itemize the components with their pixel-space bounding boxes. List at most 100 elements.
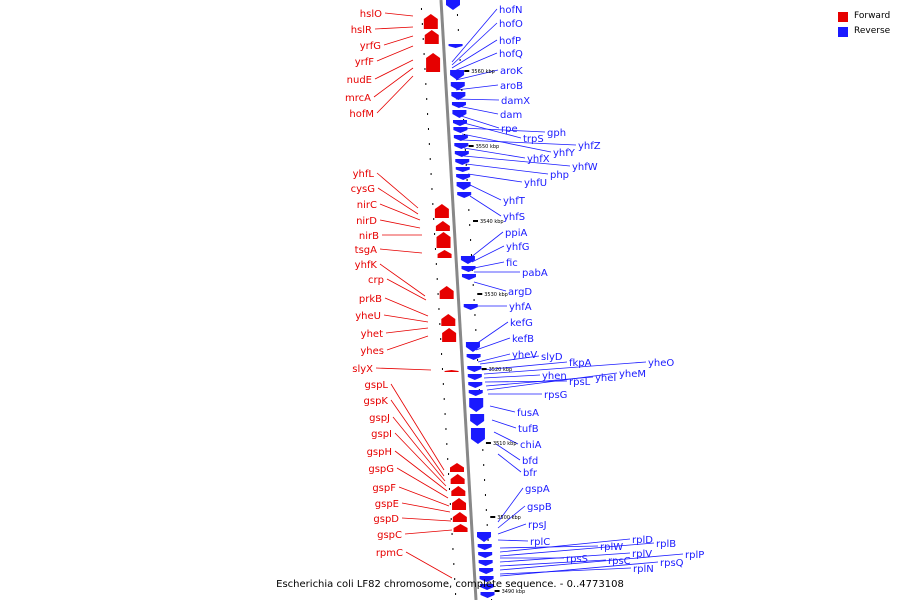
forward-gene-block xyxy=(451,486,466,496)
gene-label-rplW: rplW xyxy=(600,542,623,553)
gene-label-yheV: yheV xyxy=(512,350,537,361)
reverse-gene-block xyxy=(470,414,485,426)
gene-label-crp: crp xyxy=(368,275,384,286)
connector-line xyxy=(379,248,423,254)
connector-line xyxy=(396,467,449,499)
scale-label: 3500 kbp xyxy=(497,515,521,521)
connector-line xyxy=(384,12,414,17)
gene-label-gspJ: gspJ xyxy=(369,413,390,424)
gene-label-yrfF: yrfF xyxy=(355,57,375,68)
reverse-gene-block xyxy=(451,92,466,100)
reverse-gene-block xyxy=(454,151,469,157)
reverse-gene-block xyxy=(450,70,465,80)
gene-label-rplD: rplD xyxy=(632,535,653,546)
connector-line xyxy=(475,321,509,345)
reverse-gene-block xyxy=(456,174,471,180)
reverse-gene-block xyxy=(452,110,467,118)
connector-line xyxy=(499,542,655,557)
forward-swatch xyxy=(838,11,848,22)
gene-label-nirD: nirD xyxy=(356,216,377,227)
reverse-gene-block xyxy=(478,552,493,558)
gene-label-yhfW: yhfW xyxy=(572,162,598,173)
connector-line xyxy=(401,502,451,513)
gene-label-slyX: slyX xyxy=(352,364,373,375)
connector-line xyxy=(455,84,499,91)
forward-gene-block xyxy=(450,474,465,484)
scale-label: 3510 kbp xyxy=(493,441,517,447)
legend-forward: Forward xyxy=(838,9,890,24)
connector-line xyxy=(469,195,502,217)
gene-label-rplN: rplN xyxy=(633,564,654,575)
connector-line xyxy=(497,487,524,523)
reverse-gene-block xyxy=(457,192,472,198)
gene-label-trpS: trpS xyxy=(523,134,544,145)
gene-label-yhfZ: yhfZ xyxy=(578,141,601,152)
scale-ticks: 3560 kbp 3550 kbp 3540 kbp 3530 kbp 3520 kbp… xyxy=(420,8,525,600)
reverse-gene-block xyxy=(468,382,483,388)
gene-label-rplV: rplV xyxy=(632,549,652,560)
forward-gene-block xyxy=(439,286,454,299)
gene-label-hslO: hslO xyxy=(360,9,382,20)
reverse-gene-block xyxy=(470,428,485,444)
gene-label-gspF: gspF xyxy=(372,483,396,494)
scale-label: 3560 kbp xyxy=(471,69,495,75)
connector-line xyxy=(379,203,421,221)
reverse-gene-block xyxy=(456,182,471,190)
connector-line xyxy=(486,372,618,391)
connector-line xyxy=(463,155,571,167)
forward-gene-block xyxy=(452,498,467,510)
gene-label-gspC: gspC xyxy=(377,530,402,541)
gene-label-gspI: gspI xyxy=(371,429,392,440)
scale-label: 3530 kbp xyxy=(484,292,508,298)
connector-line xyxy=(386,335,429,351)
forward-gene-block xyxy=(441,314,456,326)
gene-label-nirB: nirB xyxy=(359,231,379,242)
gene-label-rpsS: rpsS xyxy=(566,554,588,565)
connector-line xyxy=(377,187,419,215)
gene-label-damX: damX xyxy=(501,96,530,107)
gene-label-rpsG: rpsG xyxy=(544,390,567,401)
connector-line xyxy=(461,139,577,146)
forward-gene-block xyxy=(452,512,467,522)
gene-label-rplB: rplB xyxy=(656,539,676,550)
gene-label-yhes: yhes xyxy=(360,346,384,357)
connector-line xyxy=(386,278,427,301)
gene-label-gspB: gspB xyxy=(527,502,552,513)
gene-label-hofQ: hofQ xyxy=(499,49,523,60)
connector-line xyxy=(473,261,505,269)
reverse-gene-block xyxy=(463,304,478,310)
reverse-gene-block xyxy=(465,342,480,352)
reverse-gene-block xyxy=(446,0,460,10)
reverse-gene-block xyxy=(477,544,492,550)
gene-label-rpsJ: rpsJ xyxy=(528,520,547,531)
forward-gene-block xyxy=(426,53,441,72)
reverse-gene-block xyxy=(448,44,463,48)
connector-line xyxy=(499,538,631,553)
gene-label-pabA: pabA xyxy=(522,268,548,279)
gene-label-aroK: aroK xyxy=(500,66,523,77)
connector-line xyxy=(457,105,499,115)
gene-label-rplC: rplC xyxy=(530,537,550,548)
scale-label: 3520 kbp xyxy=(489,367,513,373)
legend-reverse-label: Reverse xyxy=(854,26,891,36)
connector-line xyxy=(451,52,498,73)
reverse-gene-block xyxy=(468,390,483,396)
connector-line xyxy=(405,551,453,579)
gene-label-fkpA: fkpA xyxy=(569,358,592,369)
reverse-gene-block xyxy=(450,82,465,90)
gene-features xyxy=(423,0,495,598)
connector-line xyxy=(374,59,414,80)
reverse-gene-block xyxy=(480,592,495,598)
connector-line xyxy=(398,486,450,507)
connector-line xyxy=(489,405,516,413)
connector-line xyxy=(385,327,429,334)
gene-label-gspG: gspG xyxy=(368,464,394,475)
connector-line xyxy=(401,517,452,522)
gene-label-fusA: fusA xyxy=(517,408,539,419)
connector-line xyxy=(392,416,446,482)
gene-label-ppiA: ppiA xyxy=(505,228,527,239)
gene-label-rpsQ: rpsQ xyxy=(660,558,684,569)
gene-label-hofM: hofM xyxy=(349,109,374,120)
gene-label-yhet: yhet xyxy=(361,329,383,340)
forward-gene-block xyxy=(434,204,449,218)
